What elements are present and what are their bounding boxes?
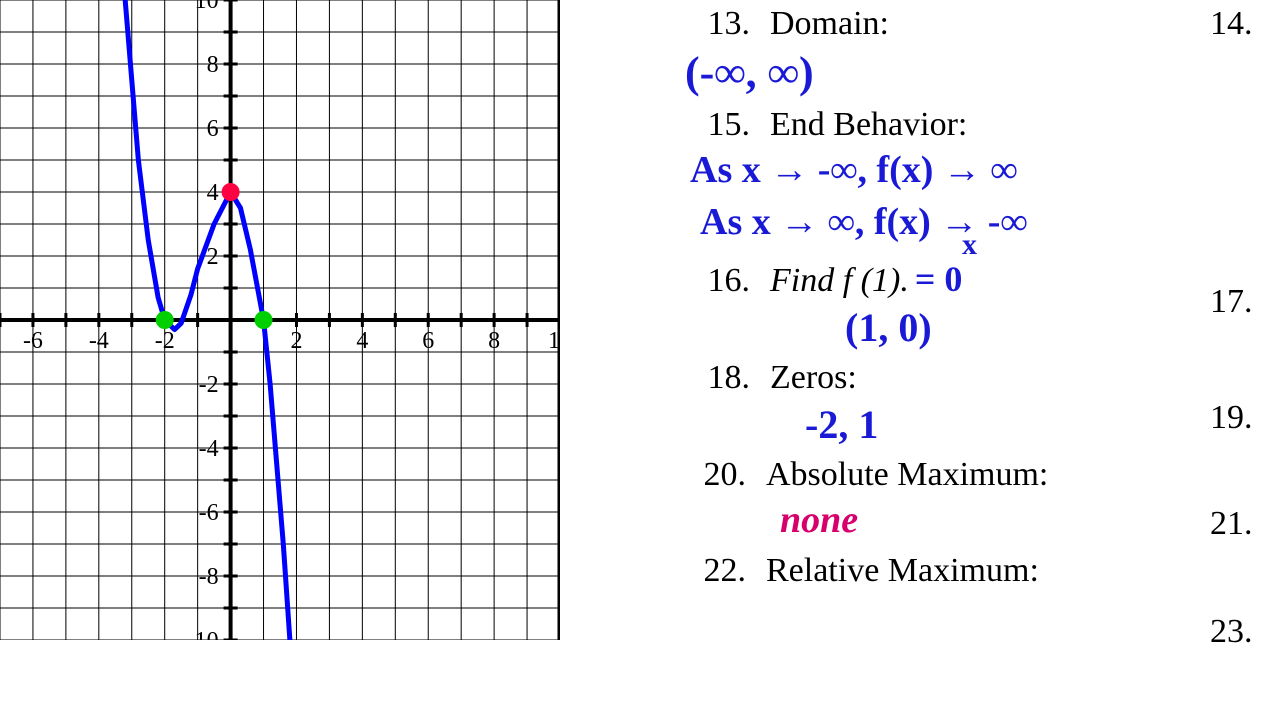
q19-number: 19. [1210, 399, 1253, 437]
question-18-row: 18. Zeros: [690, 359, 1280, 397]
q13-label: Domain: [770, 5, 889, 43]
svg-text:8: 8 [488, 328, 500, 354]
q15-answer-1: As x → -∞, f(x) → ∞ [690, 148, 1280, 192]
svg-text:4: 4 [207, 180, 219, 206]
svg-text:6: 6 [422, 328, 434, 354]
q18-label: Zeros: [770, 359, 857, 397]
q14-number: 14. [1210, 5, 1253, 43]
question-15-row: 15. End Behavior: [690, 106, 1280, 144]
question-22-row: 22. Relative Maximum: [690, 552, 1280, 590]
q16-number: 16. [690, 262, 770, 300]
question-13-row: 13. Domain: [690, 5, 1280, 43]
svg-text:-10: -10 [187, 628, 219, 640]
svg-text:-4: -4 [199, 436, 219, 462]
q15-answer-2: As x → ∞, f(x) → -∞ [700, 200, 1280, 244]
q18-answer: -2, 1 [805, 401, 1280, 448]
function-graph: -6-4-2246810-10-8-6-4-2246810 [0, 0, 560, 640]
question-16-row: 16. Find f (1). = 0 x [690, 258, 1280, 300]
q20-answer: none [780, 498, 1280, 542]
svg-text:2: 2 [207, 244, 219, 270]
svg-text:10: 10 [195, 0, 219, 14]
svg-text:-6: -6 [199, 500, 219, 526]
q22-number: 22. [690, 552, 766, 590]
graph-panel: -6-4-2246810-10-8-6-4-2246810 [0, 0, 560, 640]
q13-answer: (-∞, ∞) [685, 47, 1280, 98]
svg-text:-2: -2 [199, 372, 219, 398]
questions-panel: 13. Domain: 14. (-∞, ∞) 15. End Behavior… [690, 5, 1280, 594]
q20-number: 20. [690, 456, 766, 494]
q17-number: 17. [1210, 283, 1253, 321]
question-20-row: 20. Absolute Maximum: [690, 456, 1280, 494]
svg-text:-2: -2 [155, 328, 175, 354]
svg-text:-8: -8 [199, 564, 219, 590]
svg-text:-6: -6 [23, 328, 43, 354]
svg-text:-4: -4 [89, 328, 109, 354]
q18-number: 18. [690, 359, 770, 397]
q20-label: Absolute Maximum: [766, 456, 1048, 494]
q16-annotation: x [962, 228, 977, 262]
q21-number: 21. [1210, 505, 1253, 543]
svg-text:6: 6 [207, 116, 219, 142]
q22-label: Relative Maximum: [766, 552, 1039, 590]
svg-text:8: 8 [207, 52, 219, 78]
q13-number: 13. [690, 5, 770, 43]
svg-text:4: 4 [356, 328, 368, 354]
q15-label: End Behavior: [770, 106, 967, 144]
q16-label: Find f (1). [770, 262, 909, 300]
q23-number: 23. [1210, 613, 1253, 651]
svg-text:2: 2 [290, 328, 302, 354]
q15-number: 15. [690, 106, 770, 144]
q16-answer-inline: = 0 [915, 258, 963, 300]
